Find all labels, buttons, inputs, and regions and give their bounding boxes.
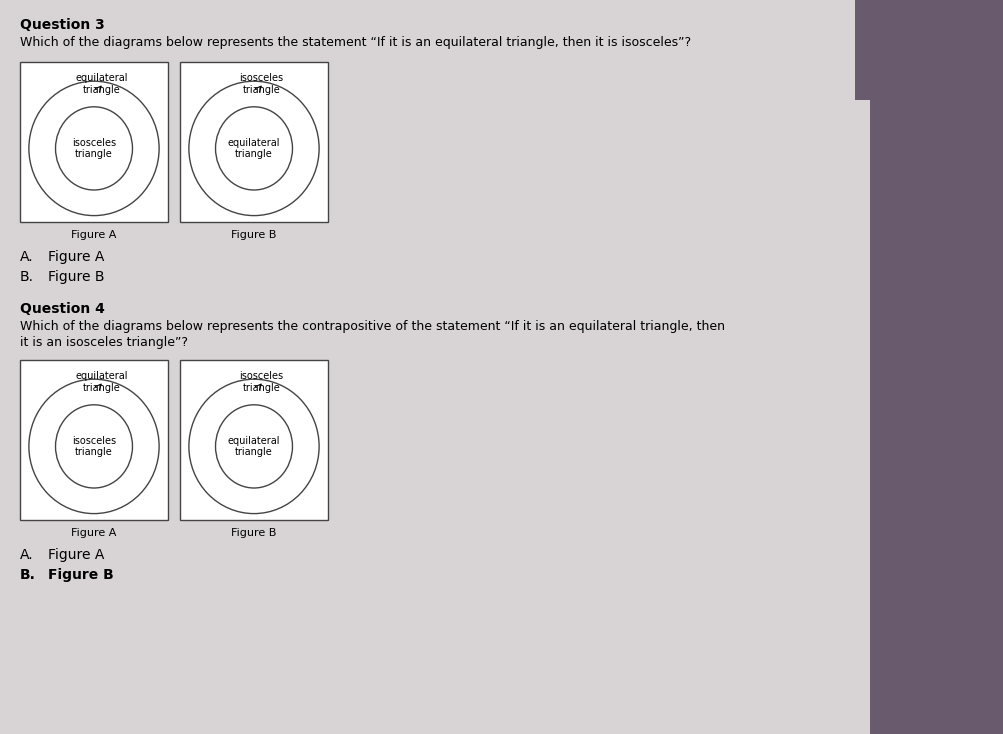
Text: Figure A: Figure A: [48, 250, 104, 264]
Ellipse shape: [216, 107, 292, 190]
Text: Figure B: Figure B: [231, 230, 277, 240]
Text: isosceles
triangle: isosceles triangle: [72, 435, 116, 457]
Bar: [20, 62, 168, 222]
Text: Question 3: Question 3: [20, 18, 104, 32]
Text: B.: B.: [20, 568, 36, 582]
Text: it is an isosceles triangle”?: it is an isosceles triangle”?: [20, 336, 188, 349]
Bar: [20, 360, 168, 520]
Ellipse shape: [55, 404, 132, 488]
Text: A.: A.: [20, 548, 33, 562]
Text: isosceles
triangle: isosceles triangle: [239, 73, 283, 95]
Bar: [180, 360, 328, 520]
Text: isosceles
triangle: isosceles triangle: [239, 371, 283, 393]
Text: Which of the diagrams below represents the statement “If it is an equilateral tr: Which of the diagrams below represents t…: [20, 36, 690, 49]
Text: Figure B: Figure B: [48, 270, 104, 284]
Text: Question 4: Question 4: [20, 302, 104, 316]
Text: Figure B: Figure B: [231, 528, 277, 538]
Text: equilateral
triangle: equilateral triangle: [75, 73, 127, 95]
Ellipse shape: [29, 379, 158, 514]
Text: isosceles
triangle: isosceles triangle: [72, 137, 116, 159]
Text: Figure A: Figure A: [71, 230, 116, 240]
Text: equilateral
triangle: equilateral triangle: [228, 435, 280, 457]
Ellipse shape: [55, 107, 132, 190]
Bar: [0, 0, 870, 734]
Text: Figure B: Figure B: [48, 568, 113, 582]
Bar: [180, 62, 328, 222]
Ellipse shape: [189, 81, 319, 216]
Bar: [855, 0, 1003, 100]
Text: equilateral
triangle: equilateral triangle: [75, 371, 127, 393]
Text: equilateral
triangle: equilateral triangle: [228, 137, 280, 159]
Text: Figure A: Figure A: [48, 548, 104, 562]
Ellipse shape: [216, 404, 292, 488]
Text: Which of the diagrams below represents the contrapositive of the statement “If i: Which of the diagrams below represents t…: [20, 320, 724, 333]
Ellipse shape: [189, 379, 319, 514]
Text: Figure A: Figure A: [71, 528, 116, 538]
Ellipse shape: [29, 81, 158, 216]
Text: B.: B.: [20, 270, 34, 284]
Text: A.: A.: [20, 250, 33, 264]
